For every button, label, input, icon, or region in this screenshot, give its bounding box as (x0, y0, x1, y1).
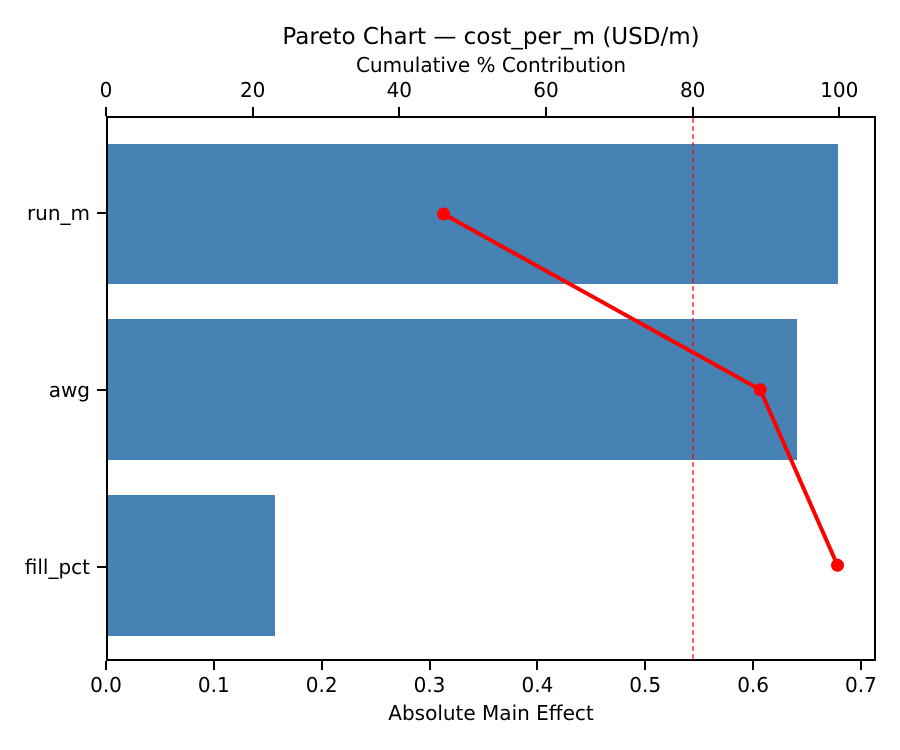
top-tick-mark (838, 107, 841, 116)
y-tick-mark (97, 388, 106, 391)
bottom-tick-mark (212, 661, 215, 670)
bottom-tick-label: 0.4 (521, 673, 554, 697)
plot-area (106, 116, 876, 661)
top-tick-mark (251, 107, 254, 116)
bottom-tick-label: 0.5 (629, 673, 662, 697)
cumulative-line-chart (437, 207, 844, 572)
y-tick-mark (97, 565, 106, 568)
top-tick-label: 40 (386, 78, 413, 102)
bar-awg (108, 319, 797, 460)
bottom-tick-mark (536, 661, 539, 670)
cumulative-line (442, 212, 840, 567)
top-tick-mark (691, 107, 694, 116)
cumulative-marker-awg (753, 383, 767, 397)
y-tick-label-run_m: run_m (26, 200, 90, 225)
bottom-tick-mark (320, 661, 323, 670)
bar-run_m (108, 143, 838, 285)
bottom-tick-label: 0.6 (737, 673, 769, 697)
top-tick-mark (398, 107, 401, 116)
bottom-axis-label: Absolute Main Effect (388, 701, 594, 725)
bottom-tick-label: 0.0 (90, 673, 122, 697)
y-tick-mark (97, 211, 106, 214)
top-tick-label: 100 (820, 78, 859, 102)
y-tick-label-fill_pct: fill_pct (24, 554, 90, 579)
cumulative-marker-fill_pct (831, 558, 844, 572)
bottom-tick-label: 0.3 (413, 673, 446, 697)
bottom-tick-mark (428, 661, 431, 670)
bottom-tick-label: 0.2 (305, 673, 338, 697)
bar-fill_pct (108, 495, 276, 636)
top-tick-label: 0 (99, 78, 113, 102)
threshold-80pct-line (691, 118, 694, 659)
bottom-tick-mark (105, 661, 107, 670)
top-tick-label: 80 (679, 78, 706, 102)
bottom-tick-label: 0.7 (844, 673, 877, 697)
bottom-tick-mark (644, 661, 647, 670)
top-tick-label: 60 (533, 78, 559, 102)
top-axis-label: Cumulative % Contribution (355, 53, 627, 77)
bottom-tick-mark (859, 661, 862, 670)
top-tick-mark (545, 107, 547, 116)
y-tick-label-awg: awg (48, 377, 90, 402)
top-tick-label: 20 (239, 78, 266, 102)
chart-title: Pareto Chart — cost_per_m (USD/m) (282, 24, 700, 50)
bottom-tick-label: 0.1 (197, 673, 230, 697)
cumulative-marker-run_m (437, 207, 451, 221)
bottom-tick-mark (752, 661, 755, 670)
top-tick-mark (105, 107, 107, 116)
